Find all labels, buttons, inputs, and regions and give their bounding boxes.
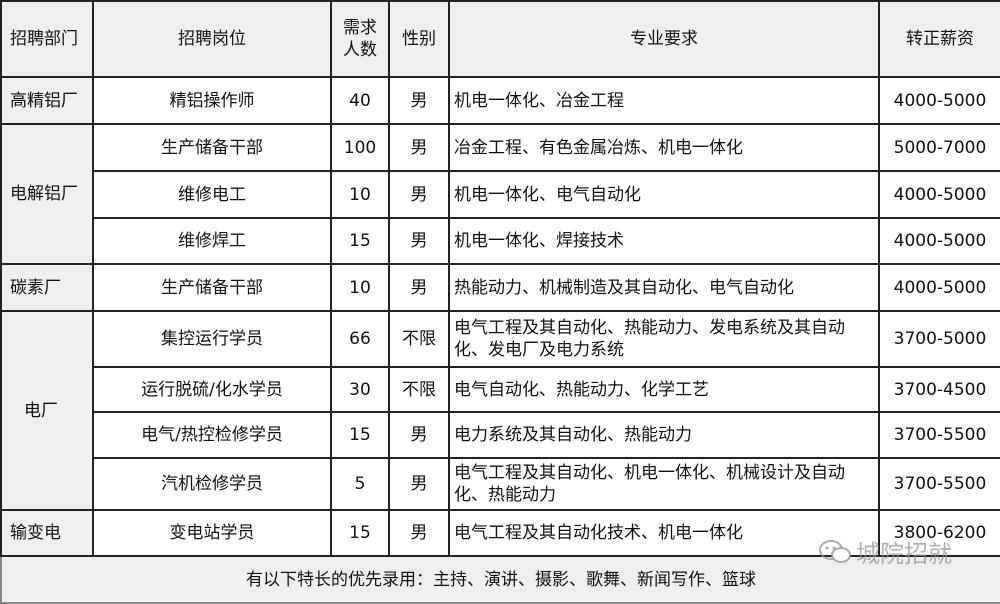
header-count-line1: 需求 <box>343 18 377 38</box>
major-cell: 电气工程及其自动化、机电一体化、机械设计及自动化、热能动力 <box>448 457 880 511</box>
header-count: 需求 人数 <box>330 0 390 78</box>
footer-row: 有以下特长的优先录用：主持、演讲、摄影、歌舞、新闻写作、篮球 <box>0 555 1000 604</box>
table-row: 碳素厂 生产储备干部 10 男 热能动力、机械制造及其自动化、电气自动化 400… <box>0 263 1000 312</box>
major-cell: 电气自动化、热能动力、化学工艺 <box>448 366 880 413</box>
header-dept: 招聘部门 <box>0 0 94 78</box>
table-row: 电厂 集控运行学员 66 不限 电气工程及其自动化、热能动力、发电系统及其自动化… <box>0 310 1000 511</box>
table-row: 维修焊工 15 男 机电一体化、焊接技术 4000-5000 <box>1 217 1000 265</box>
header-major: 专业要求 <box>448 0 880 78</box>
count-cell: 10 <box>330 170 390 219</box>
header-row: 招聘部门 招聘岗位 需求 人数 性别 专业要求 转正薪资 <box>0 0 1000 78</box>
header-salary: 转正薪资 <box>878 0 1000 78</box>
header-count-line2: 人数 <box>343 40 377 60</box>
position-cell: 运行脱硫/化水学员 <box>92 366 332 413</box>
gender-cell: 男 <box>388 263 450 312</box>
table-row: 高精铝厂 精铝操作师 40 男 机电一体化、冶金工程 4000-5000 <box>0 76 1000 125</box>
footer-note: 有以下特长的优先录用：主持、演讲、摄影、歌舞、新闻写作、篮球 <box>0 555 1000 604</box>
count-cell: 15 <box>330 509 390 557</box>
major-cell: 热能动力、机械制造及其自动化、电气自动化 <box>448 263 880 312</box>
table-row: 电解铝厂 生产储备干部 100 男 冶金工程、有色金属冶炼、机电一体化 5000… <box>0 123 1000 265</box>
count-cell: 15 <box>330 411 390 459</box>
dept-cell: 高精铝厂 <box>0 76 94 125</box>
salary-cell: 3800-6200 <box>878 509 1000 557</box>
count-cell: 30 <box>330 366 390 413</box>
table-row: 电气/热控检修学员 15 男 电力系统及其自动化、热能动力 3700-5500 <box>1 411 1000 459</box>
major-cell: 电力系统及其自动化、热能动力 <box>448 411 880 459</box>
salary-cell: 3700-5500 <box>878 411 1000 459</box>
gender-cell: 不限 <box>388 310 450 368</box>
gender-cell: 男 <box>388 76 450 125</box>
position-cell: 维修焊工 <box>92 217 332 265</box>
count-cell: 15 <box>330 217 390 265</box>
gender-cell: 男 <box>388 457 450 511</box>
salary-cell: 3700-5000 <box>878 310 1000 368</box>
position-cell: 电气/热控检修学员 <box>92 411 332 459</box>
major-cell: 机电一体化、电气自动化 <box>448 170 880 219</box>
dept-cell: 碳素厂 <box>0 263 94 312</box>
gender-cell: 男 <box>388 170 450 219</box>
salary-cell: 4000-5000 <box>878 76 1000 125</box>
count-cell: 5 <box>330 457 390 511</box>
position-cell: 变电站学员 <box>92 509 332 557</box>
header-position: 招聘岗位 <box>92 0 332 78</box>
table-row: 运行脱硫/化水学员 30 不限 电气自动化、热能动力、化学工艺 3700-450… <box>1 366 1000 413</box>
count-cell: 10 <box>330 263 390 312</box>
major-cell: 机电一体化、焊接技术 <box>448 217 880 265</box>
salary-cell: 4000-5000 <box>878 217 1000 265</box>
major-cell: 冶金工程、有色金属冶炼、机电一体化 <box>448 123 880 172</box>
table-row: 汽机检修学员 5 男 电气工程及其自动化、机电一体化、机械设计及自动化、热能动力… <box>1 457 1000 511</box>
position-cell: 维修电工 <box>92 170 332 219</box>
count-cell: 100 <box>330 123 390 172</box>
position-cell: 汽机检修学员 <box>92 457 332 511</box>
gender-cell: 男 <box>388 509 450 557</box>
salary-cell: 3700-5500 <box>878 457 1000 511</box>
gender-cell: 男 <box>388 411 450 459</box>
major-cell: 电气工程及其自动化技术、机电一体化 <box>448 509 880 557</box>
salary-cell: 5000-7000 <box>878 123 1000 172</box>
dept-cell: 电厂 <box>0 310 94 511</box>
gender-cell: 男 <box>388 217 450 265</box>
position-cell: 精铝操作师 <box>92 76 332 125</box>
major-cell: 机电一体化、冶金工程 <box>448 76 880 125</box>
table-row: 维修电工 10 男 机电一体化、电气自动化 4000-5000 <box>1 170 1000 219</box>
major-cell: 电气工程及其自动化、热能动力、发电系统及其自动化、发电厂及电力系统 <box>448 310 880 368</box>
dept-cell: 电解铝厂 <box>0 123 94 265</box>
dept-cell: 输变电 <box>0 509 94 557</box>
salary-cell: 4000-5000 <box>878 263 1000 312</box>
header-gender: 性别 <box>388 0 450 78</box>
gender-cell: 不限 <box>388 366 450 413</box>
salary-cell: 4000-5000 <box>878 170 1000 219</box>
position-cell: 集控运行学员 <box>92 310 332 368</box>
position-cell: 生产储备干部 <box>92 263 332 312</box>
position-cell: 生产储备干部 <box>92 123 332 172</box>
count-cell: 66 <box>330 310 390 368</box>
table-row: 输变电 变电站学员 15 男 电气工程及其自动化技术、机电一体化 3800-62… <box>0 509 1000 557</box>
salary-cell: 3700-4500 <box>878 366 1000 413</box>
count-cell: 40 <box>330 76 390 125</box>
gender-cell: 男 <box>388 123 450 172</box>
